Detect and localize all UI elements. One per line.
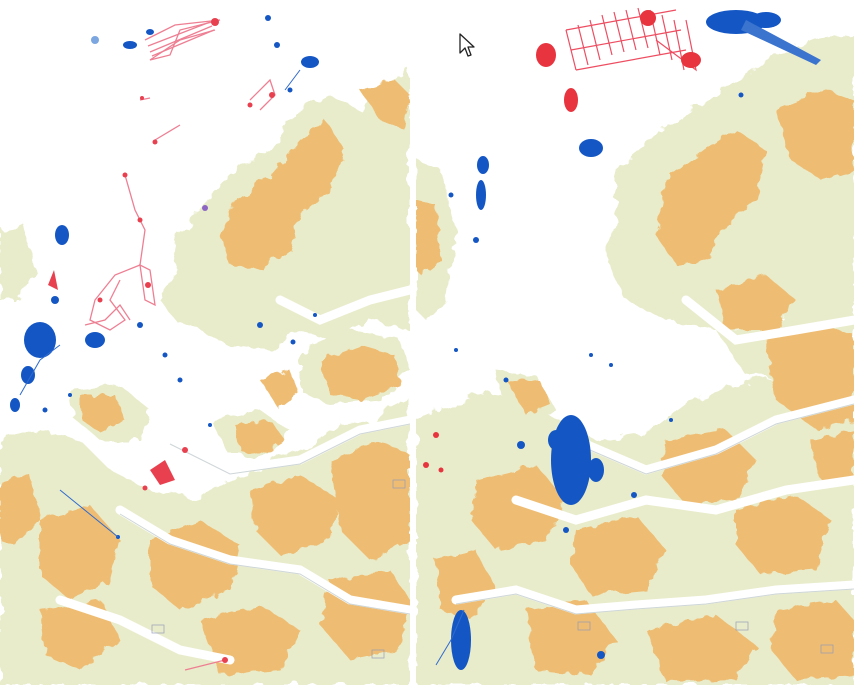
- map-left-svg: [0, 15, 410, 685]
- map-right-svg: [416, 7, 854, 685]
- survey-tracks-red: [84, 19, 276, 671]
- panel-divider: [410, 0, 416, 685]
- observations-blue: [448, 10, 821, 670]
- observation-lines-blue: [435, 609, 465, 666]
- map-panel-right[interactable]: [416, 0, 854, 685]
- observations-blue: [10, 15, 319, 539]
- survey-points-red: [48, 18, 275, 663]
- fjord-outline: [455, 403, 854, 615]
- fjord-channels: [55, 285, 410, 665]
- grid-markers: [151, 479, 406, 659]
- survey-points-red: [423, 10, 701, 473]
- fjord-outline: [119, 423, 410, 615]
- fjord-channels: [451, 295, 854, 615]
- survey-tracks-red: [565, 7, 697, 72]
- mouse-pointer-icon: [459, 33, 475, 57]
- map-panel-left[interactable]: [0, 0, 410, 685]
- grid-markers: [577, 621, 834, 654]
- observation-lines-blue: [19, 69, 301, 538]
